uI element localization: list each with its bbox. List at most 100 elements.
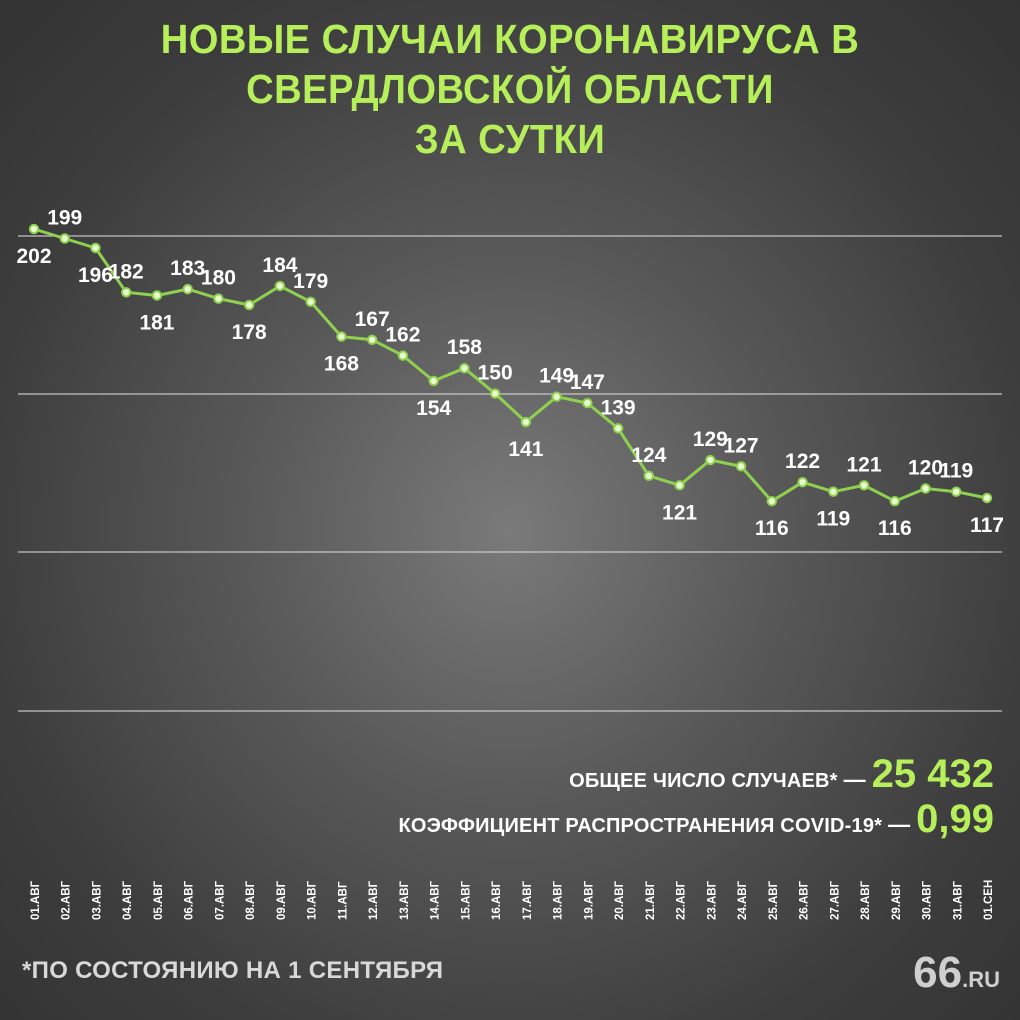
data-label-12: 167 [355,308,390,331]
x-tick-label-15: 15.АВГ [460,880,472,920]
spread-coefficient-stat: КОЭФФИЦИЕНТ РАСПРОСТРАНЕНИЯ COVID-19* —0,… [398,797,994,842]
data-label-26: 122 [785,450,820,473]
data-point-3 [90,242,101,254]
x-tick-label-4: 04.АВГ [122,880,134,920]
data-point-22 [674,480,685,491]
data-point-2 [59,233,70,244]
data-label-10: 179 [293,270,328,293]
x-tick-label-26: 26.АВГ [799,880,811,920]
x-tick-label-27: 27.АВГ [829,880,841,920]
x-tick-label-18: 18.АВГ [553,880,565,920]
data-point-21 [643,470,655,482]
x-tick-label-11: 11.АВГ [337,881,349,920]
x-tick-label-32: 01.СЕН [983,880,995,920]
data-label-29: 116 [878,517,912,540]
x-tick-label-9: 09.АВГ [276,880,288,920]
data-point-28 [858,480,870,491]
chart-title: НОВЫЕ СЛУЧАИ КОРОНАВИРУСА В СВЕРДЛОВСКОЙ… [36,14,985,164]
data-point-32 [981,492,993,504]
x-tick-label-25: 25.АВГ [768,880,780,920]
x-tick-label-6: 06.АВГ [184,880,196,920]
data-point-23 [705,454,716,466]
data-point-1 [28,223,40,235]
data-point-25 [766,495,778,507]
data-label-24: 127 [724,434,759,457]
data-label-16: 150 [478,362,513,385]
data-label-2: 199 [47,206,82,229]
x-tick-label-5: 05.АВГ [153,880,165,920]
data-point-15 [459,363,470,374]
data-label-13: 162 [385,324,420,347]
data-point-24 [735,461,747,472]
x-tick-label-21: 21.АВГ [645,880,657,920]
data-label-21: 124 [631,444,666,467]
logo: 66.RU [913,948,1000,998]
x-tick-label-12: 12.АВГ [368,880,380,920]
data-label-22: 121 [662,501,697,524]
data-point-30 [920,483,931,494]
data-point-18 [551,391,562,402]
data-label-3: 196 [78,264,113,287]
data-point-6 [182,283,193,295]
data-point-10 [305,296,316,307]
x-tick-label-20: 20.АВГ [614,880,626,920]
data-point-4 [121,287,132,298]
data-label-23: 129 [693,428,728,451]
chart-title-line2: ЗА СУТКИ [414,116,606,162]
data-point-8 [243,299,255,311]
data-label-32: 117 [970,514,1004,537]
data-label-15: 158 [447,336,482,359]
data-label-28: 121 [847,453,882,476]
x-tick-label-28: 28.АВГ [860,880,872,920]
x-tick-label-17: 17.АВГ [522,880,534,920]
total-cases-dash: — [843,767,866,792]
data-label-6: 183 [170,257,205,280]
x-tick-label-1: 01.АВГ [30,880,42,920]
spread-coefficient-label: КОЭФФИЦИЕНТ РАСПРОСТРАНЕНИЯ COVID-19* [398,815,883,837]
data-label-7: 180 [201,267,236,290]
data-point-5 [151,290,163,301]
data-point-19 [582,397,593,409]
data-label-4: 182 [109,260,144,283]
data-label-1: 202 [16,245,51,268]
data-label-18: 149 [539,365,574,388]
x-tick-label-14: 14.АВГ [430,880,442,920]
data-point-13 [397,350,409,361]
data-point-26 [797,476,808,488]
x-tick-label-22: 22.АВГ [676,880,688,920]
data-point-29 [889,495,900,507]
total-cases-value: 25 432 [871,752,994,796]
x-tick-label-13: 13.АВГ [399,880,411,920]
data-point-16 [489,388,501,399]
x-tick-label-8: 08.АВГ [245,880,257,920]
data-point-20 [612,423,624,434]
data-label-8: 178 [232,321,267,344]
data-point-14 [428,375,439,387]
data-label-31: 119 [939,460,973,483]
data-point-12 [366,334,378,345]
data-label-14: 154 [416,397,451,420]
x-tick-label-10: 10.АВГ [307,880,319,920]
data-point-31 [951,486,962,497]
data-label-30: 120 [908,457,943,480]
data-label-27: 119 [816,508,850,531]
data-label-5: 181 [139,311,174,334]
series-line [33,227,988,503]
footnote: *ПО СОСТОЯНИЮ НА 1 СЕНТЯБРЯ [22,957,444,984]
total-cases-label: ОБЩЕЕ ЧИСЛО СЛУЧАЕВ* [569,770,838,792]
x-tick-label-16: 16.АВГ [491,880,503,920]
x-tick-label-3: 03.АВГ [91,880,103,920]
x-tick-label-2: 02.АВГ [61,880,73,920]
x-tick-label-24: 24.АВГ [737,880,749,920]
data-point-11 [336,331,347,342]
chart-title-line1: НОВЫЕ СЛУЧАИ КОРОНАВИРУСА В СВЕРДЛОВСКОЙ… [160,16,860,112]
x-tick-label-29: 29.АВГ [891,880,903,920]
data-point-7 [213,293,224,304]
data-label-25: 116 [755,517,789,540]
data-label-20: 139 [601,396,636,419]
spread-coefficient-dash: — [888,812,911,837]
data-point-17 [520,416,532,428]
data-label-11: 168 [324,353,359,376]
data-point-9 [274,280,286,292]
